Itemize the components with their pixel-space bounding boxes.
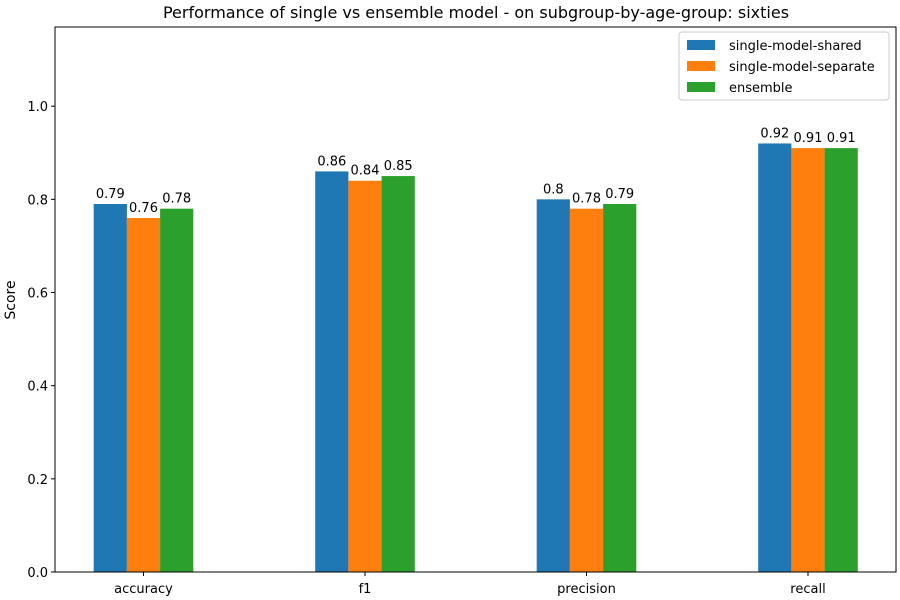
- bar-value-label: 0.92: [760, 126, 789, 141]
- legend-box: [678, 31, 890, 101]
- x-tick-label: accuracy: [114, 582, 173, 597]
- bar-single-model-separate-f1: [348, 180, 382, 572]
- bar-value-label: 0.78: [572, 192, 601, 207]
- bar-value-label: 0.79: [96, 187, 125, 202]
- bar-value-label: 0.8: [543, 182, 564, 197]
- bar-value-label: 0.84: [351, 164, 380, 179]
- bar-ensemble-f1: [381, 176, 415, 572]
- x-tick-label: precision: [557, 582, 616, 597]
- bar-value-label: 0.86: [317, 154, 346, 169]
- bar-single-model-separate-precision: [569, 208, 604, 573]
- bar-value-label: 0.91: [794, 131, 823, 146]
- y-axis-label: Score: [3, 280, 19, 319]
- bar-value-label: 0.78: [162, 192, 191, 207]
- bar-value-label: 0.76: [129, 201, 158, 216]
- chart-title: Performance of single vs ensemble model …: [163, 3, 789, 22]
- bar-single-model-shared-accuracy: [93, 204, 127, 572]
- legend-swatch-ensemble: [687, 82, 715, 92]
- legend-label-ensemble: ensemble: [729, 81, 793, 96]
- bar-single-model-separate-accuracy: [126, 217, 161, 573]
- y-tick-label: 1.0: [27, 100, 48, 115]
- bar-single-model-shared-precision: [536, 199, 570, 572]
- legend-label-single-model-separate: single-model-separate: [729, 60, 875, 75]
- legend: single-model-shared single-model-separate…: [678, 31, 890, 101]
- plot-background: [55, 27, 896, 572]
- y-tick-label: 0.8: [27, 193, 48, 208]
- x-tick-label: recall: [790, 582, 825, 597]
- bar-value-label: 0.85: [384, 159, 413, 174]
- bar-single-model-shared-recall: [758, 143, 792, 572]
- bar-value-label: 0.91: [827, 131, 856, 146]
- y-tick-label: 0.4: [27, 380, 48, 395]
- bar-single-model-separate-recall: [791, 148, 825, 573]
- axes-frame: [54, 26, 897, 573]
- x-tick-label: f1: [359, 582, 372, 597]
- y-tick-label: 0.0: [27, 566, 48, 581]
- y-tick-label: 0.2: [27, 473, 48, 488]
- bar-value-label: 0.79: [605, 187, 634, 202]
- plot-area: 0.79 0.76 0.78 accuracy 0.86 0.84 0.85 f1 0.8 0.7…: [27, 26, 897, 597]
- bar-ensemble-precision: [603, 204, 637, 572]
- legend-swatch-single-model-shared: [687, 40, 715, 50]
- bar-ensemble-accuracy: [160, 208, 194, 573]
- legend-swatch-single-model-separate: [687, 61, 715, 71]
- y-tick-label: 0.6: [27, 287, 48, 302]
- legend-label-single-model-shared: single-model-shared: [729, 39, 862, 54]
- bar-single-model-shared-f1: [315, 171, 349, 572]
- bar-ensemble-recall: [824, 148, 858, 573]
